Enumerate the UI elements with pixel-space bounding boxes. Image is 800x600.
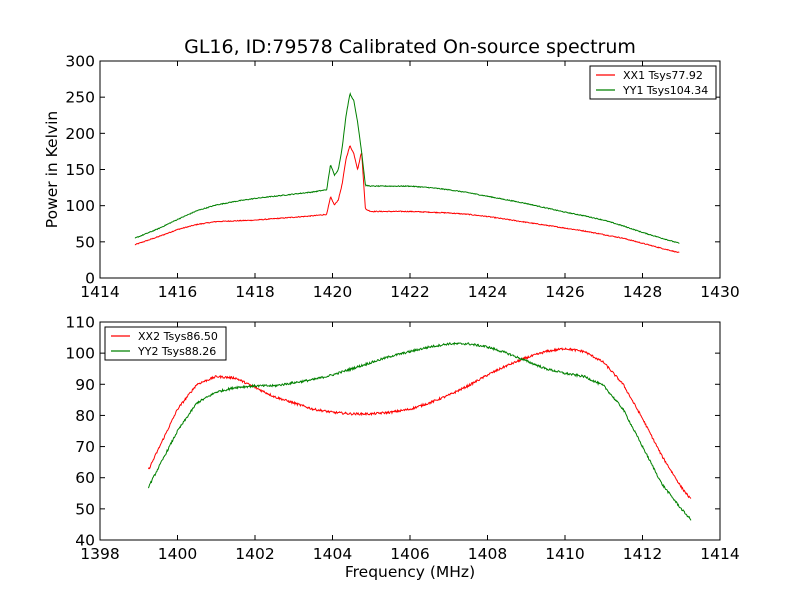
plot-0-ytick-label-0: 0 xyxy=(85,270,95,288)
plot-1-legend-label-0: XX2 Tsys86.50 xyxy=(138,330,218,343)
plot-0-xtick-label-6: 1426 xyxy=(545,283,584,301)
plot-0-xtick-label-1: 1416 xyxy=(158,283,197,301)
plot-0-ytick-label-1: 50 xyxy=(75,233,95,251)
plot-0-legend-label-1: YY1 Tsys104.34 xyxy=(622,84,708,97)
plot-1-ytick-label-1: 50 xyxy=(75,500,95,518)
plot-0-xtick-label-3: 1420 xyxy=(313,283,352,301)
plot-1-ytick-label-5: 90 xyxy=(75,376,95,394)
plot-1-ytick-label-0: 40 xyxy=(75,532,95,550)
plot-1-xtick-label-0: 1398 xyxy=(80,545,119,563)
top-plot: 1414 1416 1418 1420 1422 1424 1426 1428 1430 0 50 1… xyxy=(43,53,740,302)
plot-0-ytick-label-5: 250 xyxy=(65,89,95,107)
plot-0-ytick-label-6: 300 xyxy=(65,53,95,71)
plot-1-xtick-label-1: 1400 xyxy=(158,545,197,563)
plot-1-ytick-label-3: 70 xyxy=(75,438,95,456)
plot-1-xtick-label-4: 1406 xyxy=(390,545,429,563)
plot-0-series-0-line xyxy=(134,145,680,254)
plot-1-xtick-label-7: 1412 xyxy=(623,545,662,563)
plot-1-legend-label-1: YY2 Tsys88.26 xyxy=(137,345,216,358)
plot-0-legend-label-0: XX1 Tsys77.92 xyxy=(623,69,703,82)
plot-1-legend-box xyxy=(104,326,227,361)
plot-1-xtick-label-6: 1410 xyxy=(545,545,584,563)
plot-0-xtick-label-0: 1414 xyxy=(80,283,119,301)
plot-0-ylabel: Power in Kelvin xyxy=(43,111,61,228)
plot-0-xtick-label-2: 1418 xyxy=(235,283,274,301)
plot-1-xtick-label-2: 1402 xyxy=(235,545,274,563)
plot-0-series-1-line xyxy=(134,92,680,244)
plot-1-xlabel: Frequency (MHz) xyxy=(345,563,475,581)
plot-1-ytick-label-2: 60 xyxy=(75,469,95,487)
plot-0-xtick-label-5: 1424 xyxy=(468,283,507,301)
plot-0-xtick-label-4: 1422 xyxy=(390,283,429,301)
plot-1-ytick-label-6: 100 xyxy=(65,345,95,363)
plot-0-legend-box xyxy=(589,65,717,100)
plot-0-xtick-label-7: 1428 xyxy=(623,283,662,301)
chart-title: GL16, ID:79578 Calibrated On-source spec… xyxy=(184,36,636,58)
plot-1-xtick-label-3: 1404 xyxy=(313,545,352,563)
plot-0-ytick-label-4: 200 xyxy=(65,125,95,143)
plot-0-xtick-label-8: 1430 xyxy=(700,283,739,301)
plot-1-series-1-line xyxy=(147,341,692,521)
plot-1-ytick-label-7: 110 xyxy=(65,314,95,332)
plot-0-ytick-label-3: 150 xyxy=(65,161,95,179)
plot-1-series-0-line xyxy=(147,347,692,499)
plot-1-ytick-label-4: 80 xyxy=(75,407,95,425)
plot-0-ytick-label-2: 100 xyxy=(65,197,95,215)
plot-1-xtick-label-8: 1414 xyxy=(700,545,739,563)
bottom-plot: 1398 1400 1402 1404 1406 1408 1410 1412 1414 40 50… xyxy=(65,314,739,582)
plot-1-xtick-label-5: 1408 xyxy=(468,545,507,563)
